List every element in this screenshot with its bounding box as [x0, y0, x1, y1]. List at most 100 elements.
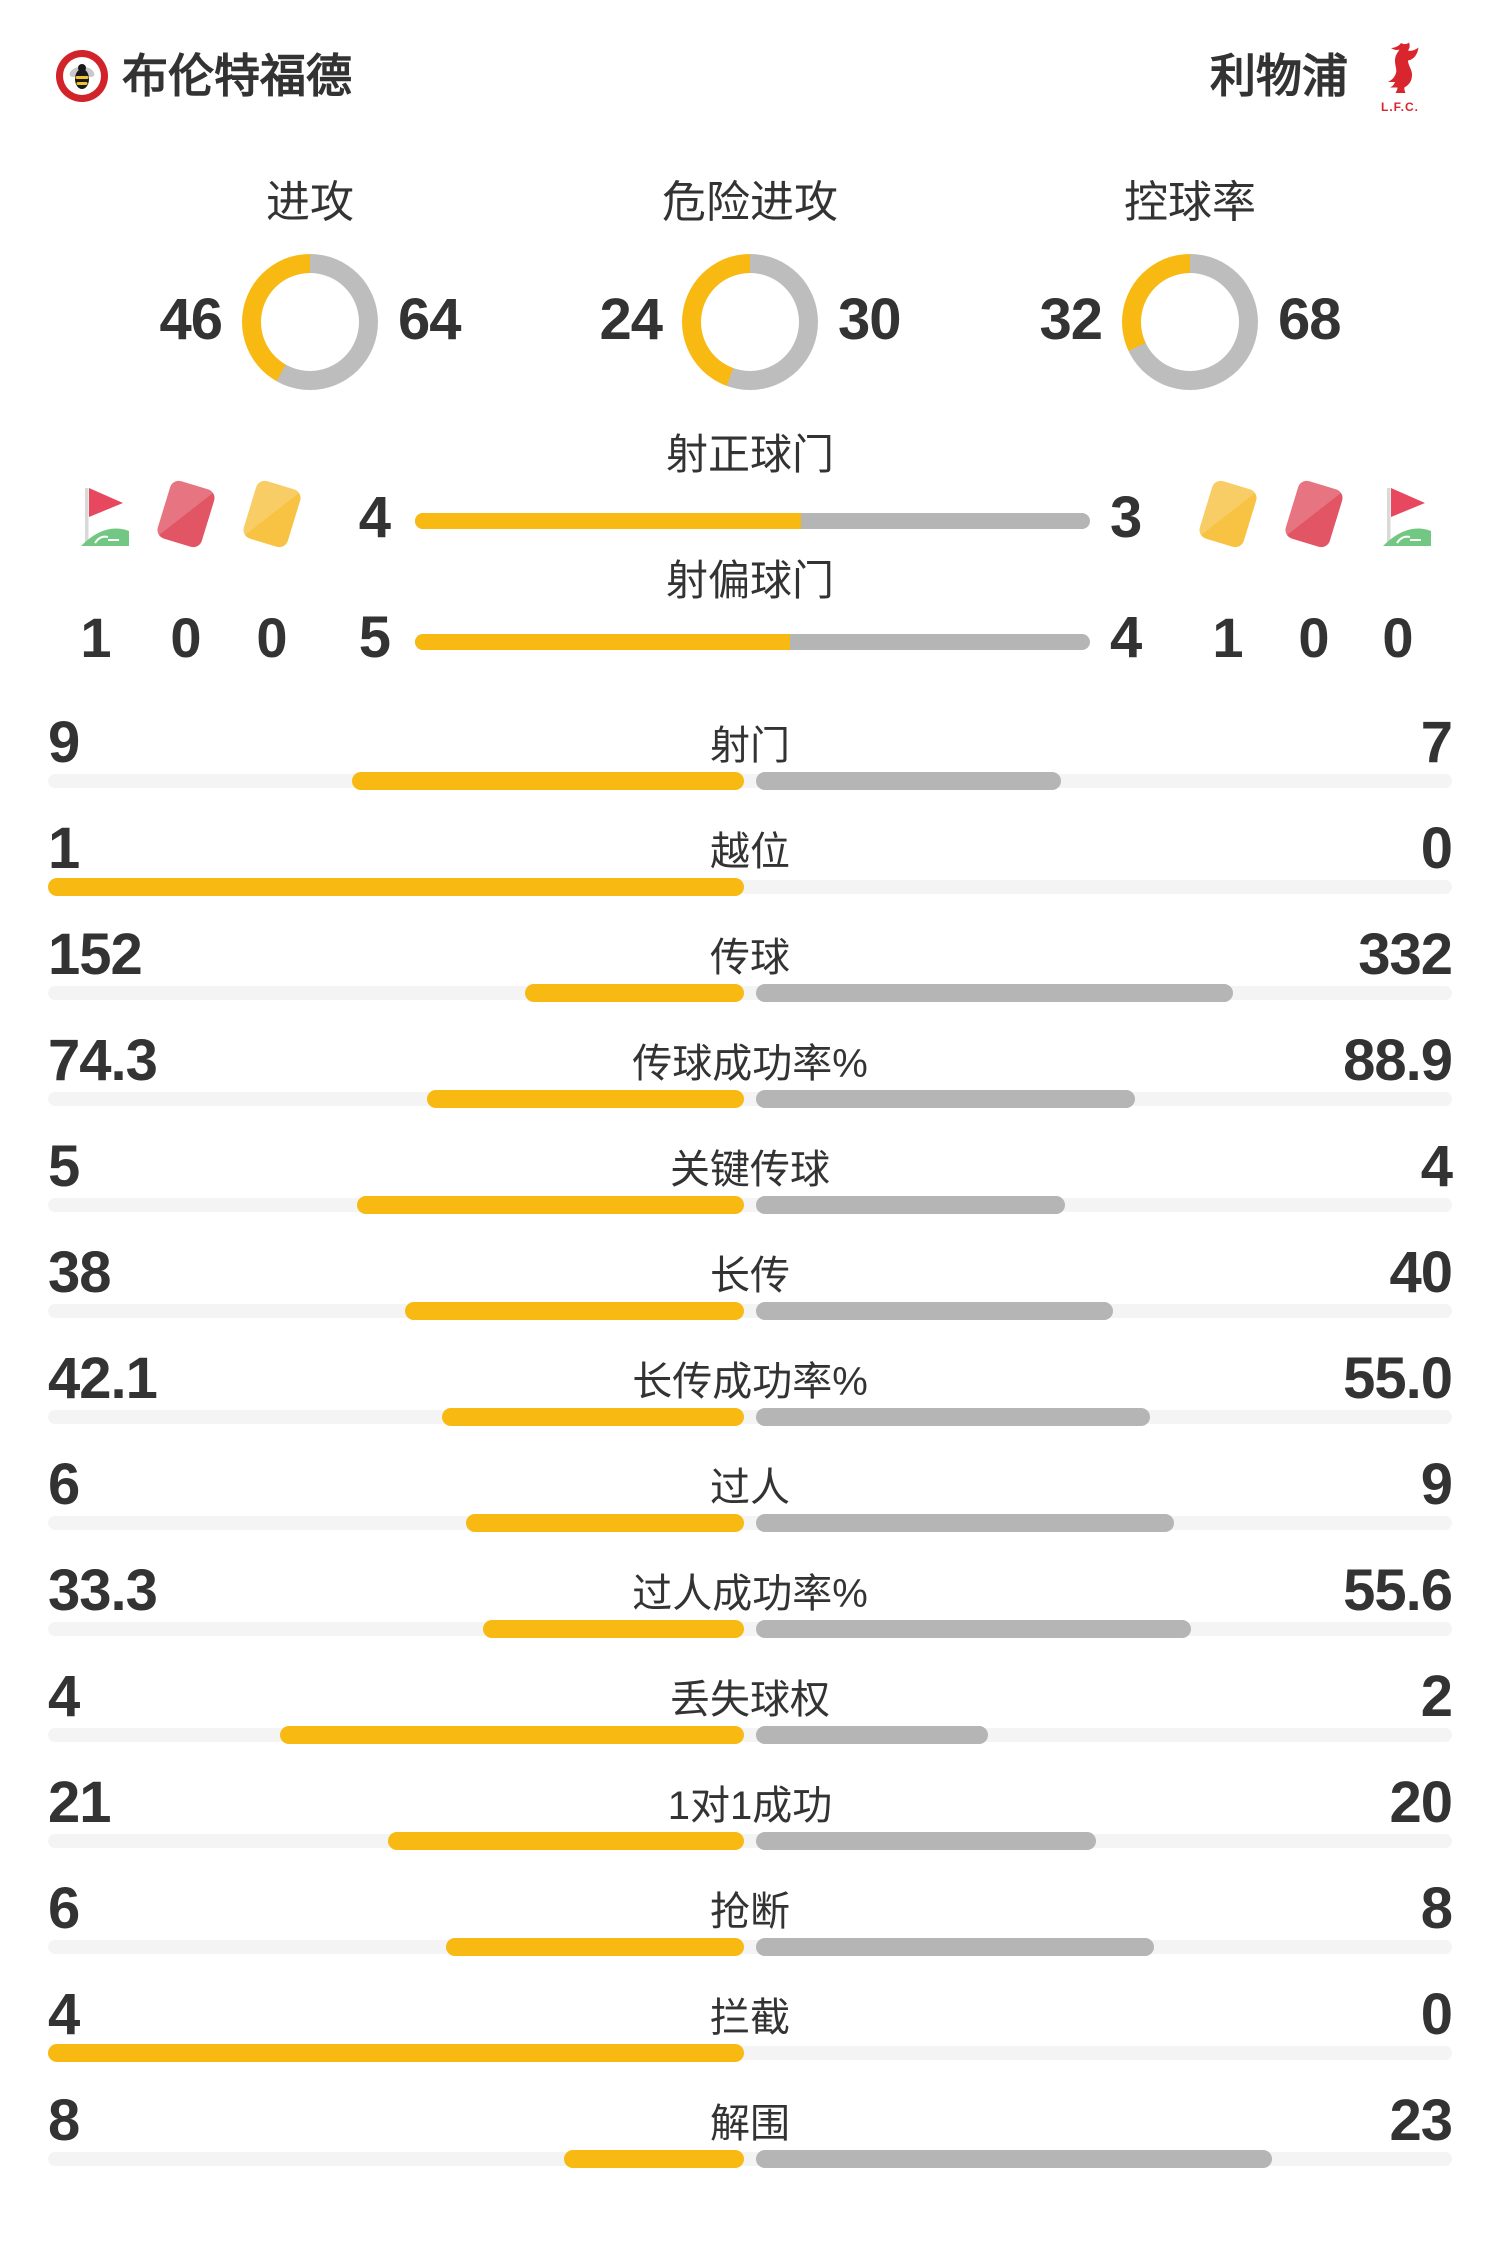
stat-label: 传球成功率%	[632, 1042, 868, 1086]
shots-off-target-home-bar	[415, 634, 791, 650]
stat-home-value: 4	[48, 1663, 80, 1729]
donut-attacks-ring	[242, 254, 378, 390]
stat-home-bar	[466, 1514, 744, 1532]
stat-bar-track	[48, 2044, 1452, 2062]
possession-home-value: 32	[1039, 287, 1103, 352]
stat-home-bar	[446, 1938, 744, 1956]
stat-home-value: 6	[48, 1451, 80, 1517]
stat-label: 长传成功率%	[632, 1360, 868, 1404]
stat-bar-track	[48, 1408, 1452, 1426]
shots-on-target-bar	[415, 513, 1090, 529]
shots-on-target-title: 射正球门	[665, 431, 834, 478]
stat-label: 长传	[710, 1254, 790, 1298]
stat-label: 拦截	[710, 1996, 790, 2040]
stat-away-value: 20	[1389, 1769, 1453, 1835]
stat-away-bar	[756, 1514, 1174, 1532]
stat-row: 4 丢失球权 2	[48, 1661, 1453, 1767]
stat-row: 21 1对1成功 20	[48, 1767, 1453, 1873]
stat-bar-track	[48, 1514, 1452, 1532]
donut-dangerous-attacks-ring	[682, 254, 818, 390]
stat-home-value: 6	[48, 1875, 80, 1941]
stat-away-bar	[756, 1090, 1135, 1108]
stat-label: 越位	[710, 830, 790, 874]
stat-away-bar	[756, 1938, 1154, 1956]
stat-row: 1 越位 0	[48, 813, 1453, 919]
stat-away-value: 332	[1358, 921, 1453, 987]
stat-row: 8 解围 23	[48, 2085, 1453, 2191]
away-corners-count: 0	[1382, 606, 1414, 669]
stat-bar-track	[48, 878, 1452, 896]
shots-off-target-bar	[415, 634, 1090, 650]
stat-home-value: 21	[48, 1769, 112, 1835]
stat-label: 过人	[710, 1466, 790, 1510]
stat-home-bar	[564, 2150, 744, 2168]
donut-possession-label: 控球率	[1124, 178, 1256, 227]
stat-away-bar	[756, 1408, 1150, 1426]
stat-row: 38 长传 40	[48, 1237, 1453, 1343]
stat-label: 过人成功率%	[632, 1572, 868, 1616]
stat-label: 1对1成功	[667, 1784, 833, 1828]
stat-bar-track	[48, 772, 1452, 790]
stat-home-value: 9	[48, 709, 80, 775]
away-team-name[interactable]: 利物浦	[1210, 50, 1348, 102]
donut-possession-ring	[1122, 254, 1258, 390]
dangerous-attacks-home-value: 24	[599, 287, 663, 352]
stat-bar-track	[48, 1620, 1452, 1638]
stat-bar-track	[48, 1090, 1452, 1108]
stat-row: 74.3 传球成功率% 88.9	[48, 1025, 1453, 1131]
stat-away-bar	[756, 1302, 1113, 1320]
stat-away-bar	[756, 1726, 988, 1744]
stat-home-bar	[483, 1620, 744, 1638]
stat-away-value: 40	[1389, 1239, 1453, 1305]
stat-bar-track	[48, 1302, 1452, 1320]
stat-away-bar	[756, 772, 1061, 790]
away-yellow-cards-count: 1	[1212, 606, 1244, 669]
stat-away-value: 4	[1420, 1133, 1453, 1199]
home-corners-count: 1	[80, 606, 112, 669]
shots-on-target-home-bar	[415, 513, 801, 529]
home-red-cards-count: 0	[170, 606, 202, 669]
stat-home-value: 152	[48, 921, 143, 987]
shots-on-target-away-value: 3	[1110, 485, 1142, 550]
attacks-home-value: 46	[159, 287, 223, 352]
stat-away-value: 0	[1420, 815, 1453, 881]
stat-label: 抢断	[710, 1890, 790, 1934]
attacks-away-value: 64	[398, 287, 462, 352]
dangerous-attacks-away-value: 30	[838, 287, 902, 352]
shots-on-target-home-value: 4	[358, 485, 391, 550]
home-team-name[interactable]: 布伦特福德	[122, 50, 352, 102]
stat-bar-track	[48, 1832, 1452, 1850]
donut-possession: 控球率	[1040, 172, 1340, 390]
shots-off-target-title: 射偏球门	[665, 557, 834, 604]
stat-home-bar	[442, 1408, 744, 1426]
shots-off-target-away-value: 4	[1110, 605, 1142, 670]
stat-row: 4 拦截 0	[48, 1979, 1453, 2085]
stat-row: 5 关键传球 4	[48, 1131, 1453, 1237]
stat-row: 6 抢断 8	[48, 1873, 1453, 1979]
stat-label: 传球	[710, 936, 790, 980]
stat-away-value: 23	[1389, 2087, 1453, 2153]
stat-home-value: 38	[48, 1239, 112, 1305]
stat-home-value: 33.3	[48, 1557, 158, 1623]
stat-away-bar	[756, 2150, 1272, 2168]
stat-home-bar	[48, 878, 744, 896]
stat-bar-track	[48, 1726, 1452, 1744]
stat-away-value: 8	[1420, 1875, 1453, 1941]
away-red-cards-count: 0	[1298, 606, 1330, 669]
stat-home-value: 74.3	[48, 1027, 158, 1093]
stat-away-bar	[756, 984, 1233, 1002]
stat-row: 152 传球 332	[48, 919, 1453, 1025]
home-red-card-icon	[151, 478, 221, 552]
liverpool-crest-icon: L.F.C.	[1378, 42, 1422, 113]
donut-dangerous-attacks-label: 危险进攻	[662, 178, 838, 227]
stat-away-value: 0	[1420, 1981, 1453, 2047]
home-yellow-cards-count: 0	[256, 606, 288, 669]
stat-away-value: 9	[1420, 1451, 1453, 1517]
stat-label: 丢失球权	[670, 1678, 830, 1722]
stat-bar-track	[48, 1938, 1452, 1956]
stat-bar-track	[48, 2150, 1452, 2168]
stat-label: 解围	[710, 2102, 790, 2146]
stat-home-bar	[352, 772, 744, 790]
donut-dangerous-attacks: 危险进攻	[600, 172, 900, 390]
